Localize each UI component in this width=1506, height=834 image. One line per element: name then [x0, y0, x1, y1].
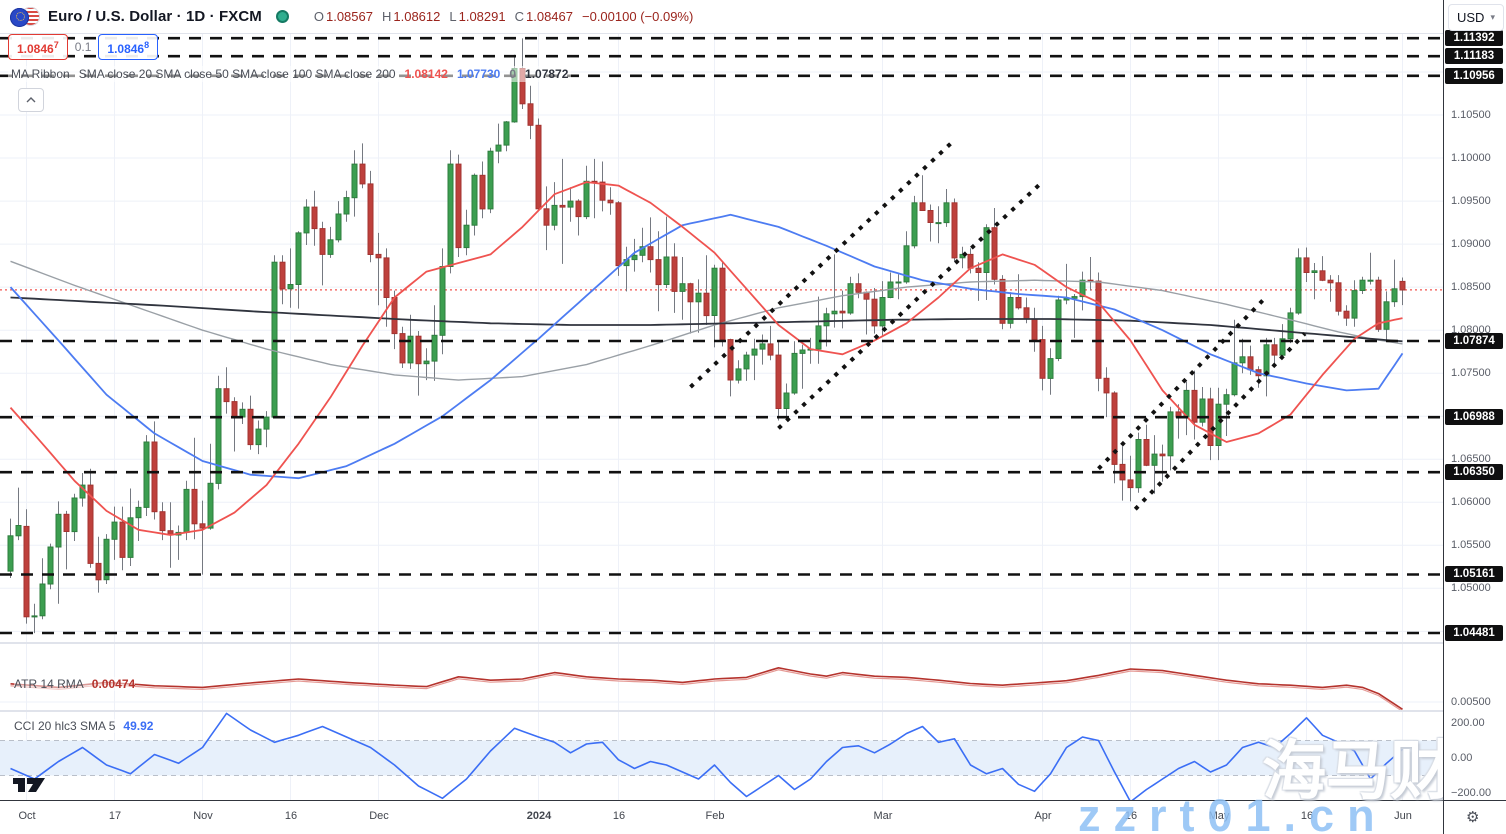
price-axis-label: 1.05500	[1451, 539, 1491, 551]
ohlc-values: O 1.08567 H 1.08612 L 1.08291 C 1.08467 −0.0…	[305, 9, 693, 24]
pane-separator[interactable]	[0, 642, 1443, 644]
gear-icon[interactable]: ⚙	[1466, 809, 1480, 826]
price-axis-label: 1.10500	[1451, 109, 1491, 121]
level-price-badge: 1.04481	[1445, 625, 1503, 641]
time-axis-label: Oct	[18, 810, 36, 822]
time-axis-label: Apr	[1034, 810, 1052, 822]
currency-label: USD	[1457, 10, 1485, 25]
candles	[7, 68, 1406, 618]
close-value: 1.08467	[526, 9, 573, 24]
time-axis-label: Jun	[1394, 810, 1412, 822]
atr-pane-legend[interactable]: ATR 14 RMA 0.00474	[14, 677, 136, 691]
chevron-up-icon	[26, 97, 36, 103]
time-axis-label: Nov	[193, 810, 213, 822]
time-axis-label: 17	[108, 810, 122, 822]
trend-channel-line	[777, 183, 1041, 430]
pane-separator[interactable]	[0, 710, 1443, 712]
cci-value: 49.92	[123, 719, 154, 733]
change-value: −0.00100 (−0.09%)	[582, 9, 694, 24]
price-axis-label: 1.06000	[1451, 496, 1491, 508]
symbol-title[interactable]: Euro / U.S. Dollar · 1D · FXCM	[48, 8, 262, 25]
price-axis-label: 1.09000	[1451, 238, 1491, 250]
ask-price-chip[interactable]: 1.08468	[98, 34, 159, 60]
eu-flag-icon	[10, 7, 29, 27]
eurusd-pair-icon	[10, 6, 40, 27]
indicator-params: SMA close 20 SMA close 50 SMA close 100 …	[78, 67, 396, 81]
trend-channel-line	[1097, 295, 1268, 471]
low-label: L	[449, 9, 457, 24]
sma20-value: 1.08142	[404, 67, 448, 81]
level-price-badge: 1.11183	[1445, 48, 1503, 64]
level-price-badge: 1.05161	[1445, 566, 1503, 582]
open-value: 1.08567	[325, 9, 373, 24]
time-axis-label: Feb	[705, 810, 725, 822]
price-axis-label: 1.06500	[1451, 453, 1491, 465]
time-axis-label: 16	[1124, 810, 1138, 822]
time-axis-label: 16	[284, 810, 298, 822]
sma200-line	[10, 296, 1403, 343]
level-price-badge: 1.10956	[1445, 68, 1503, 84]
sma50-value: 1.07730	[456, 67, 501, 81]
time-axis[interactable]: Oct 17 Nov 16 Dec 2024 16 Feb Mar Apr 16 May 16 Jun	[0, 800, 1443, 834]
trend-channel-line	[1133, 332, 1307, 511]
ma-ribbon-legend[interactable]: MA Ribbon SMA close 20 SMA close 50 SMA …	[8, 66, 572, 82]
time-axis-label: 2024	[526, 810, 552, 822]
atr-axis-label: 0.00500	[1451, 696, 1491, 708]
price-axis[interactable]: ⚙ 1.10500 1.10000 1.09500 1.09000 1.08500 1.0…	[1443, 0, 1506, 834]
cci-axis-label: 200.00	[1451, 717, 1485, 729]
axis-separator	[1444, 800, 1506, 801]
cci-pane-legend[interactable]: CCI 20 hlc3 SMA 5 49.92	[14, 719, 154, 733]
level-price-badge: 1.07874	[1445, 333, 1503, 349]
price-axis-label: 1.10000	[1451, 152, 1491, 164]
time-axis-label: 16	[1300, 810, 1314, 822]
level-price-badge: 1.11392	[1445, 30, 1503, 46]
watermark-site: zzrt01.cn	[1078, 790, 1388, 834]
level-price-badge: 1.06350	[1445, 464, 1503, 480]
sma20-line	[9, 181, 1403, 536]
currency-selector[interactable]: USD ▾	[1448, 4, 1504, 31]
price-axis-label: 1.09500	[1451, 195, 1491, 207]
symbol-toolbar: Euro / U.S. Dollar · 1D · FXCM O 1.08567 …	[0, 0, 1443, 34]
time-axis-label: May	[1208, 810, 1230, 822]
cci-axis-label: −200.00	[1451, 787, 1492, 799]
sma100-value: 0	[509, 67, 517, 81]
cci-line	[10, 712, 1404, 800]
high-value: 1.08612	[393, 9, 441, 24]
cci-label: CCI 20 hlc3 SMA 5	[14, 719, 116, 733]
cci-band	[0, 740, 1443, 776]
time-axis-label: 16	[612, 810, 626, 822]
price-axis-label: 1.08500	[1451, 281, 1491, 293]
cci-axis-label: 0.00	[1451, 752, 1473, 764]
price-axis-label: 1.07500	[1451, 367, 1491, 379]
main-chart[interactable]	[0, 0, 1443, 800]
bid-ask-row: 1.08467 0.1 1.08468	[8, 34, 159, 60]
atr-smoothing-line	[10, 669, 1403, 712]
sma200-value: 1.07872	[525, 67, 569, 81]
market-status-dot-icon[interactable]	[275, 10, 289, 23]
price-axis-label: 1.05000	[1451, 582, 1491, 594]
close-label: C	[514, 9, 524, 24]
trend-channel-line	[689, 138, 956, 389]
tradingview-logo[interactable]	[13, 771, 49, 795]
chevron-down-icon: ▾	[1490, 12, 1495, 22]
time-axis-label: Dec	[369, 810, 389, 822]
atr-value: 0.00474	[91, 677, 136, 691]
spread-value: 0.1	[74, 40, 92, 54]
high-label: H	[381, 9, 392, 24]
collapse-indicators-button[interactable]	[18, 88, 44, 112]
atr-line	[10, 667, 1403, 710]
indicator-name: MA Ribbon	[11, 67, 70, 81]
level-price-badge: 1.06988	[1445, 409, 1503, 425]
low-value: 1.08291	[458, 9, 506, 24]
atr-label: ATR 14 RMA	[14, 677, 84, 691]
open-label: O	[313, 9, 324, 24]
bid-price-chip[interactable]: 1.08467	[8, 34, 68, 60]
time-axis-label: Mar	[873, 810, 893, 822]
